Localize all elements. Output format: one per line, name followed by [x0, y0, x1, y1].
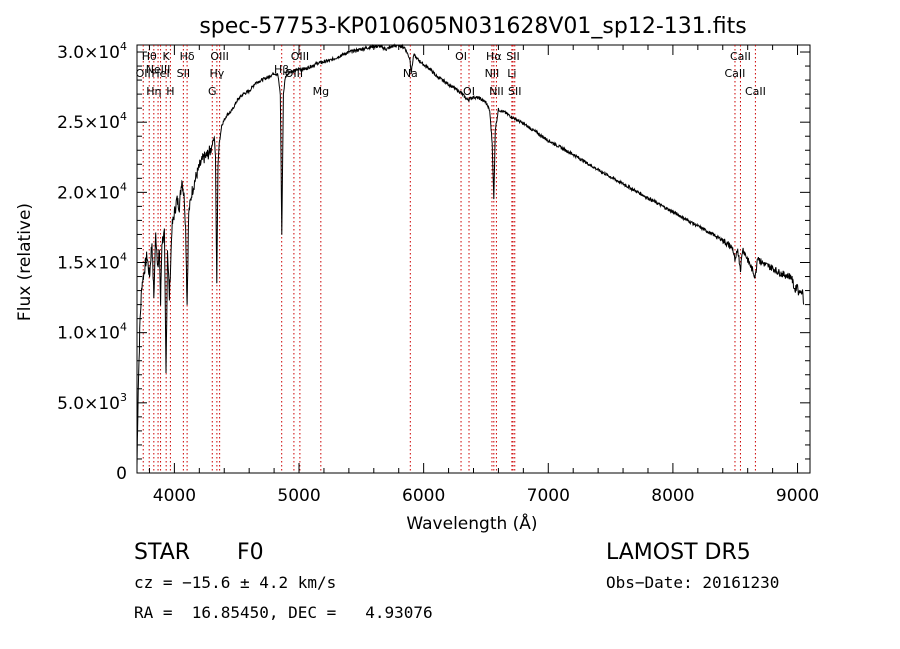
x-axis-label: Wavelength (Å): [406, 512, 537, 534]
survey-name: LAMOST DR5: [606, 540, 751, 565]
y-tick-label: 3.0×104: [57, 40, 127, 63]
reference-lines: [142, 45, 756, 473]
y-tick-exponent: 4: [120, 180, 127, 193]
reference-label: H: [166, 85, 174, 98]
x-tick-label: 8000: [651, 486, 694, 506]
reference-labels: OIIHθHηNeIIIHeIKHSIIHδGHγOIIIHβOIIIOIIIM…: [136, 50, 766, 98]
object-class: STAR: [134, 540, 191, 565]
y-tick-mantissa: 3.0×10: [57, 43, 120, 63]
reference-label: OI: [463, 85, 475, 98]
chart-title: spec-57753-KP010605N031628V01_sp12-131.f…: [199, 14, 746, 39]
y-tick-exponent: 4: [120, 251, 127, 264]
reference-label: Hη: [146, 85, 161, 98]
redshift-text: cz = −15.6 ± 4.2 km/s: [134, 573, 337, 592]
y-tick-label: 1.5×104: [57, 251, 127, 274]
y-tick-mantissa: 2.5×10: [57, 113, 120, 133]
reference-label: Na: [403, 67, 418, 80]
object-subclass: F0: [237, 540, 264, 565]
y-tick-exponent: 3: [120, 391, 127, 404]
reference-label: NII: [489, 85, 504, 98]
y-tick-label: 5.0×103: [57, 391, 127, 414]
reference-label: OI: [455, 50, 467, 63]
reference-label: CaII: [725, 67, 746, 80]
reference-label: OII: [136, 67, 151, 80]
reference-label: Mg: [313, 85, 329, 98]
x-tick-label: 5000: [277, 486, 320, 506]
coordinates-text: RA = 16.85450, DEC = 4.93076: [134, 603, 433, 622]
reference-label: HeI: [151, 67, 169, 80]
reference-label: G: [208, 85, 217, 98]
reference-label: NII: [485, 67, 500, 80]
reference-label: K: [163, 50, 171, 63]
reference-label: Hβ: [274, 63, 289, 76]
y-tick-mantissa: 1.5×10: [57, 254, 120, 274]
y-tick-mantissa: 1.0×10: [57, 324, 120, 344]
y-tick-exponent: 4: [120, 110, 127, 123]
reference-label: CaII: [745, 85, 766, 98]
x-tick-label: 9000: [776, 486, 819, 506]
reference-label: Li: [507, 67, 516, 80]
obs-date-text: Obs−Date: 20161230: [606, 573, 780, 592]
y-tick-mantissa: 2.0×10: [57, 183, 120, 203]
y-tick-label: 2.0×104: [57, 180, 127, 203]
reference-label: OIII: [210, 50, 228, 63]
reference-label: OIII: [291, 50, 309, 63]
reference-label: Hθ: [142, 50, 157, 63]
reference-label: NeIII: [146, 63, 171, 76]
y-tick-mantissa: 5.0×10: [57, 394, 120, 414]
x-tick-label: 4000: [153, 486, 196, 506]
x-axis: 4000 5000 6000 7000 8000 9000: [148, 45, 819, 506]
y-tick-mantissa: 0: [116, 464, 127, 484]
y-tick-exponent: 4: [120, 321, 127, 334]
reference-label: Hγ: [209, 67, 224, 80]
y-axis-label: Flux (relative): [15, 203, 35, 321]
plot-frame: [136, 44, 811, 474]
reference-label: SII: [506, 50, 519, 63]
y-tick-label: 2.5×104: [57, 110, 127, 133]
reference-label: SII: [508, 85, 521, 98]
y-axis: 05.0×1031.0×1041.5×1042.0×1042.5×1043.0×…: [57, 40, 810, 484]
y-tick-label: 0: [116, 464, 127, 484]
x-tick-label: 7000: [527, 486, 570, 506]
y-tick-exponent: 4: [120, 40, 127, 53]
reference-label: Hδ: [180, 50, 195, 63]
reference-label: Hα: [486, 50, 502, 63]
reference-label: CaII: [730, 50, 751, 63]
reference-label: SII: [177, 67, 190, 80]
y-tick-label: 1.0×104: [57, 321, 127, 344]
x-tick-label: 6000: [402, 486, 445, 506]
spectrum-line: [136, 43, 805, 467]
